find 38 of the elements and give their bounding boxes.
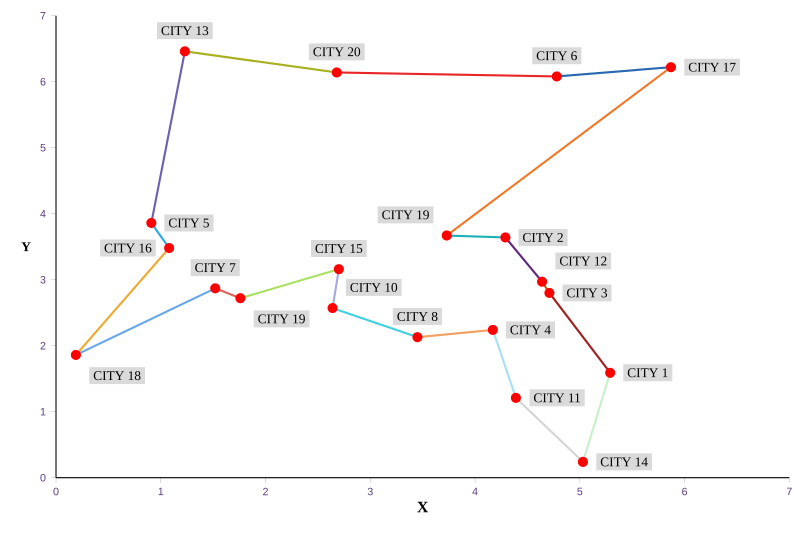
y-tick-label: 1 <box>40 408 46 416</box>
annotation: CITY 8 <box>397 312 438 321</box>
annotation: CITY 13 <box>162 26 208 36</box>
y-tick-label: 0 <box>40 474 46 482</box>
y-tick-label: 3 <box>40 276 46 284</box>
x-tick-label: 2 <box>263 488 268 496</box>
annotation: CITY 3 <box>567 288 608 298</box>
annotation: CITY 15 <box>316 244 362 253</box>
annotation: CITY 16 <box>104 244 152 253</box>
annotation: CITY 20 <box>313 47 360 56</box>
x-tick-label: 5 <box>577 488 582 496</box>
y-tick-label: 2 <box>40 342 46 350</box>
y-tick-label: 6 <box>40 78 46 86</box>
annotation: CITY 1 <box>628 368 668 378</box>
y-tick-label: 7 <box>40 12 46 20</box>
x-tick-label: 7 <box>786 488 792 496</box>
annotation: CITY 11 <box>534 393 580 402</box>
annotation: CITY 19 <box>382 210 429 220</box>
x-tick-label: 6 <box>682 488 688 496</box>
x-tick-label: 4 <box>472 488 478 496</box>
annotation: CITY 4 <box>510 325 551 334</box>
annotation: CITY 2 <box>523 233 563 242</box>
annotation: CITY 10 <box>350 282 398 292</box>
y-tick-label: 5 <box>40 144 46 152</box>
x-tick-label: 1 <box>158 488 164 496</box>
x-axis-title: X <box>417 502 428 512</box>
x-tick-label: 3 <box>368 488 373 496</box>
annotation: CITY 5 <box>168 218 209 228</box>
y-tick-label: 4 <box>40 210 46 218</box>
annotation: CITY 12 <box>560 256 606 266</box>
annotation: CITY 14 <box>600 457 648 466</box>
annotation: CITY 6 <box>536 51 577 60</box>
annotation: CITY 7 <box>195 263 236 272</box>
annotation: CITY 18 <box>94 371 140 380</box>
x-tick-label: 0 <box>53 488 59 496</box>
y-axis-title: Y <box>21 242 31 252</box>
annotation: CITY 19 <box>258 314 305 324</box>
annotation: CITY 17 <box>688 62 736 72</box>
